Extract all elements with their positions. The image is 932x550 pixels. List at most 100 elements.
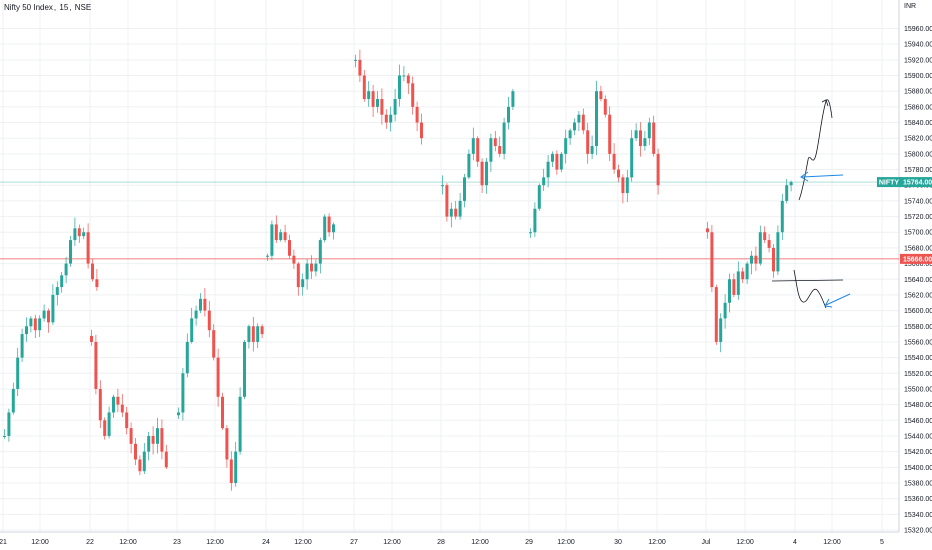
- candle[interactable]: [238, 387, 242, 455]
- candle[interactable]: [225, 425, 229, 468]
- candle[interactable]: [16, 347, 20, 397]
- candle[interactable]: [630, 129, 634, 182]
- candle[interactable]: [11, 382, 15, 415]
- candle[interactable]: [581, 108, 585, 135]
- candle[interactable]: [656, 148, 660, 195]
- candle[interactable]: [301, 273, 305, 296]
- candle[interactable]: [181, 368, 185, 421]
- candle[interactable]: [367, 81, 371, 107]
- candle[interactable]: [458, 192, 462, 220]
- candle[interactable]: [38, 315, 42, 338]
- candle[interactable]: [116, 388, 120, 413]
- candle[interactable]: [736, 261, 740, 300]
- candle[interactable]: [706, 221, 709, 239]
- candle[interactable]: [234, 441, 238, 487]
- candle[interactable]: [564, 129, 568, 164]
- candle[interactable]: [617, 164, 620, 182]
- candle[interactable]: [471, 127, 475, 161]
- candle[interactable]: [719, 313, 723, 353]
- candle[interactable]: [279, 229, 283, 242]
- candle[interactable]: [406, 73, 410, 95]
- candle[interactable]: [60, 271, 64, 293]
- candle[interactable]: [449, 202, 453, 228]
- candle[interactable]: [476, 136, 480, 167]
- time-axis[interactable]: 21 12:00 22 12:00 23 12:00 24 12:00 27 12:00 28 12:…: [0, 539, 884, 546]
- candle[interactable]: [332, 222, 335, 240]
- arrow-line[interactable]: [825, 293, 851, 306]
- candle[interactable]: [371, 84, 375, 117]
- candle[interactable]: [190, 307, 194, 344]
- candle[interactable]: [94, 334, 98, 395]
- candle[interactable]: [247, 324, 251, 349]
- candle[interactable]: [454, 200, 458, 220]
- support-line-drawing[interactable]: [771, 279, 844, 282]
- candle[interactable]: [758, 225, 762, 266]
- candle[interactable]: [577, 110, 581, 131]
- candle[interactable]: [634, 123, 638, 142]
- arrow-line[interactable]: [801, 174, 844, 178]
- candle[interactable]: [90, 329, 93, 346]
- candle[interactable]: [643, 130, 647, 151]
- candle[interactable]: [318, 237, 322, 274]
- candle[interactable]: [603, 95, 607, 118]
- candle[interactable]: [402, 66, 406, 82]
- candle[interactable]: [194, 305, 198, 326]
- candle[interactable]: [714, 284, 718, 345]
- candle[interactable]: [138, 455, 142, 476]
- candle[interactable]: [763, 226, 767, 244]
- bearish-path-drawing[interactable]: [793, 269, 827, 309]
- candle[interactable]: [384, 109, 388, 129]
- bullish-path-drawing[interactable]: [798, 99, 833, 201]
- candle[interactable]: [546, 154, 550, 188]
- candle[interactable]: [305, 258, 309, 290]
- candle[interactable]: [199, 293, 202, 314]
- candle[interactable]: [728, 273, 731, 313]
- candle[interactable]: [107, 406, 111, 439]
- candle[interactable]: [266, 253, 269, 261]
- candle[interactable]: [380, 88, 384, 125]
- candle[interactable]: [785, 179, 789, 204]
- candle[interactable]: [151, 426, 155, 455]
- candle[interactable]: [33, 314, 37, 339]
- candle[interactable]: [82, 227, 86, 240]
- candle[interactable]: [542, 168, 546, 192]
- candle[interactable]: [185, 333, 189, 378]
- candle[interactable]: [502, 117, 506, 160]
- candle[interactable]: [772, 244, 775, 278]
- candle[interactable]: [750, 250, 753, 275]
- candle[interactable]: [467, 149, 471, 180]
- candle[interactable]: [493, 131, 497, 152]
- candle[interactable]: [498, 136, 502, 158]
- candle[interactable]: [86, 223, 90, 269]
- candle[interactable]: [142, 443, 146, 475]
- candle[interactable]: [207, 300, 211, 338]
- candle[interactable]: [354, 54, 357, 68]
- candle[interactable]: [310, 255, 313, 279]
- candle[interactable]: [203, 287, 207, 317]
- candle[interactable]: [362, 69, 366, 102]
- candle[interactable]: [599, 85, 603, 102]
- candle[interactable]: [647, 117, 651, 146]
- candle[interactable]: [590, 135, 594, 160]
- candle[interactable]: [551, 151, 554, 168]
- candle[interactable]: [537, 183, 541, 211]
- candle[interactable]: [243, 340, 246, 400]
- candle[interactable]: [568, 128, 572, 145]
- candle[interactable]: [129, 422, 133, 454]
- candle[interactable]: [256, 323, 260, 349]
- candle[interactable]: [533, 202, 537, 237]
- candle[interactable]: [274, 215, 278, 243]
- candle[interactable]: [221, 392, 224, 430]
- candle[interactable]: [415, 101, 419, 132]
- candle[interactable]: [463, 173, 466, 208]
- candle[interactable]: [177, 407, 180, 419]
- price-axis[interactable]: 15320.00 15340.00 15360.00 15380.00 15400.00…: [904, 26, 932, 535]
- candle[interactable]: [776, 225, 780, 276]
- candle[interactable]: [411, 76, 415, 115]
- candle[interactable]: [156, 417, 159, 454]
- candle[interactable]: [112, 394, 115, 418]
- candle[interactable]: [73, 217, 77, 246]
- candle[interactable]: [212, 324, 216, 361]
- candle[interactable]: [327, 213, 331, 237]
